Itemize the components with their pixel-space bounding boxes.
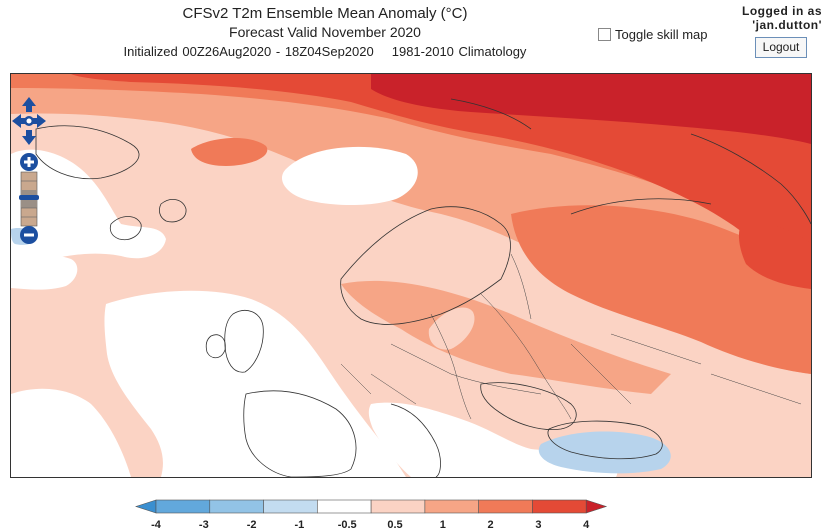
skill-map-checkbox[interactable] bbox=[598, 28, 611, 41]
anomaly-region-medium-baltic bbox=[341, 280, 671, 394]
initialized-text: Initialized 00Z26Aug2020 - 18Z04Sep2020 bbox=[123, 44, 374, 59]
legend-swatch bbox=[532, 499, 587, 514]
legend-swatch bbox=[424, 499, 479, 514]
legend-tick-label: 2 bbox=[488, 519, 494, 531]
legend-colorbar bbox=[135, 499, 608, 514]
neutral-region-atlantic bbox=[11, 149, 166, 265]
init-line: Initialized 00Z26Aug2020 - 18Z04Sep2020 1… bbox=[100, 42, 550, 61]
logout-button[interactable]: Logout bbox=[755, 37, 807, 58]
legend-tick-label: 0.5 bbox=[387, 519, 402, 531]
pan-arrows-icon[interactable] bbox=[12, 97, 46, 145]
login-label: Logged in as bbox=[741, 4, 822, 18]
coastlines bbox=[35, 98, 811, 477]
zoom-in-icon[interactable] bbox=[20, 153, 38, 171]
login-status: Logged in as 'jan.dutton' bbox=[712, 4, 822, 32]
anomaly-region-extreme bbox=[371, 74, 811, 144]
legend-swatch bbox=[370, 499, 426, 514]
color-legend: -4 -3 -2 -1 -0.5 0.5 1 2 3 4 bbox=[135, 499, 608, 531]
legend-tick-label: -1 bbox=[295, 519, 305, 531]
legend-arrow-high bbox=[585, 499, 608, 514]
legend-tick-label: -0.5 bbox=[338, 519, 357, 531]
country-borders bbox=[340, 253, 802, 420]
neutral-region-greenland-sea bbox=[281, 146, 418, 206]
legend-tick-labels: -4 -3 -2 -1 -0.5 0.5 1 2 3 4 bbox=[151, 519, 590, 531]
legend-tick-label: 1 bbox=[440, 519, 446, 531]
anomaly-region-strong-patch bbox=[191, 138, 268, 166]
anomaly-map-canvas bbox=[11, 74, 811, 477]
neutral-region-southwest bbox=[11, 388, 131, 477]
anomaly-region-strong-russia bbox=[511, 205, 811, 374]
skill-map-toggle[interactable]: Toggle skill map bbox=[598, 27, 708, 42]
legend-tick-label: -4 bbox=[151, 519, 162, 531]
legend-swatch bbox=[478, 499, 533, 514]
legend-arrow-low bbox=[135, 499, 157, 514]
map-title: CFSv2 T2m Ensemble Mean Anomaly (°C) bbox=[182, 5, 468, 22]
anomaly-region-very-strong-east bbox=[738, 223, 811, 289]
map-nav-controls bbox=[12, 97, 46, 244]
legend-swatch bbox=[263, 499, 318, 514]
anomaly-region-very-strong bbox=[71, 74, 811, 284]
neutral-region-greenland bbox=[11, 254, 78, 290]
legend-tick-label: 3 bbox=[535, 519, 541, 531]
login-username: 'jan.dutton' bbox=[752, 18, 822, 32]
anomaly-map[interactable] bbox=[10, 73, 812, 478]
cool-region-black-sea bbox=[538, 431, 671, 474]
legend-tick-label: -2 bbox=[247, 519, 257, 531]
map-header: CFSv2 T2m Ensemble Mean Anomaly (°C) For… bbox=[100, 4, 550, 61]
legend-swatch bbox=[209, 499, 264, 514]
legend-swatch bbox=[155, 499, 211, 514]
skill-map-label: Toggle skill map bbox=[615, 27, 708, 42]
anomaly-region-light-baltic bbox=[428, 307, 475, 350]
zoom-slider-handle[interactable] bbox=[19, 195, 39, 200]
zoom-slider[interactable] bbox=[19, 171, 39, 227]
forecast-valid: Forecast Valid November 2020 bbox=[229, 24, 421, 40]
neutral-region-west-europe bbox=[104, 290, 406, 477]
climatology-text: 1981-2010 Climatology bbox=[391, 44, 527, 59]
legend-swatch bbox=[317, 499, 372, 514]
zoom-out-icon[interactable] bbox=[20, 226, 38, 244]
legend-tick-label: -3 bbox=[199, 519, 209, 531]
legend-tick-label: 4 bbox=[583, 519, 590, 531]
